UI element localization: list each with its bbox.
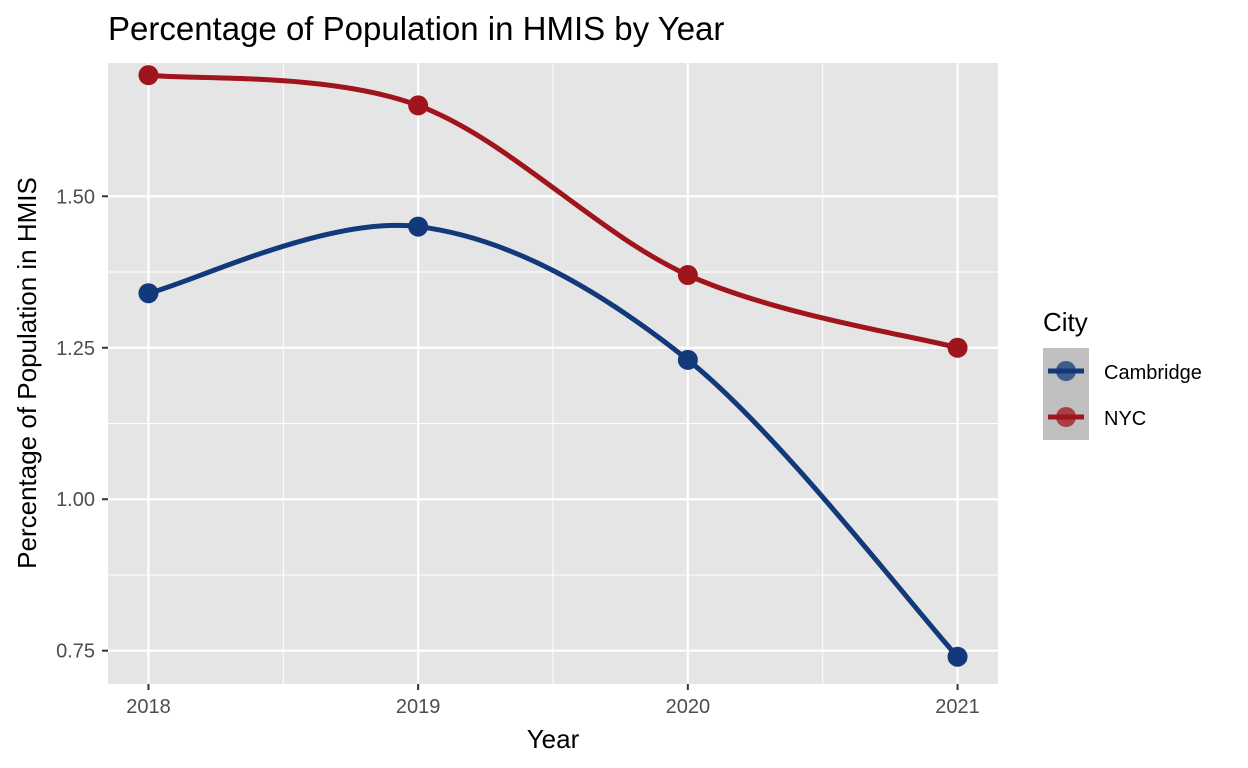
series-points (138, 65, 968, 667)
data-point-cambridge (138, 283, 159, 304)
chart-title: Percentage of Population in HMIS by Year (108, 10, 724, 47)
legend-key-point-cambridge (1056, 361, 1076, 381)
data-point-cambridge (408, 216, 429, 237)
data-point-cambridge (947, 646, 968, 667)
major-gridlines (108, 63, 998, 684)
x-tick-label: 2020 (666, 696, 711, 718)
legend: City Cambridge NYC (1043, 307, 1202, 440)
series-line-nyc (145, 72, 961, 351)
legend-key-point-nyc (1056, 407, 1076, 427)
legend-label-cambridge: Cambridge (1104, 362, 1202, 384)
x-axis-title: Year (527, 724, 580, 754)
legend-title: City (1043, 307, 1088, 337)
x-tick-label: 2021 (935, 696, 980, 718)
x-axis-ticks: 2018 2019 2020 2021 (126, 684, 980, 718)
data-point-nyc (677, 265, 698, 286)
y-tick-label: 1.00 (56, 489, 95, 511)
y-tick-label: 0.75 (56, 641, 95, 663)
y-tick-label: 1.25 (56, 338, 95, 360)
data-point-cambridge (677, 349, 698, 370)
y-tick-label: 1.50 (56, 186, 95, 208)
data-point-nyc (138, 65, 159, 86)
series-lines (145, 72, 961, 660)
x-tick-label: 2018 (126, 696, 171, 718)
y-axis-ticks: 0.75 1.00 1.25 1.50 (56, 186, 108, 663)
x-tick-label: 2019 (396, 696, 441, 718)
y-axis-title: Percentage of Population in HMIS (12, 177, 42, 569)
legend-label-nyc: NYC (1104, 408, 1146, 430)
data-point-nyc (408, 95, 429, 116)
series-line-cambridge (145, 222, 961, 660)
data-point-nyc (947, 337, 968, 358)
